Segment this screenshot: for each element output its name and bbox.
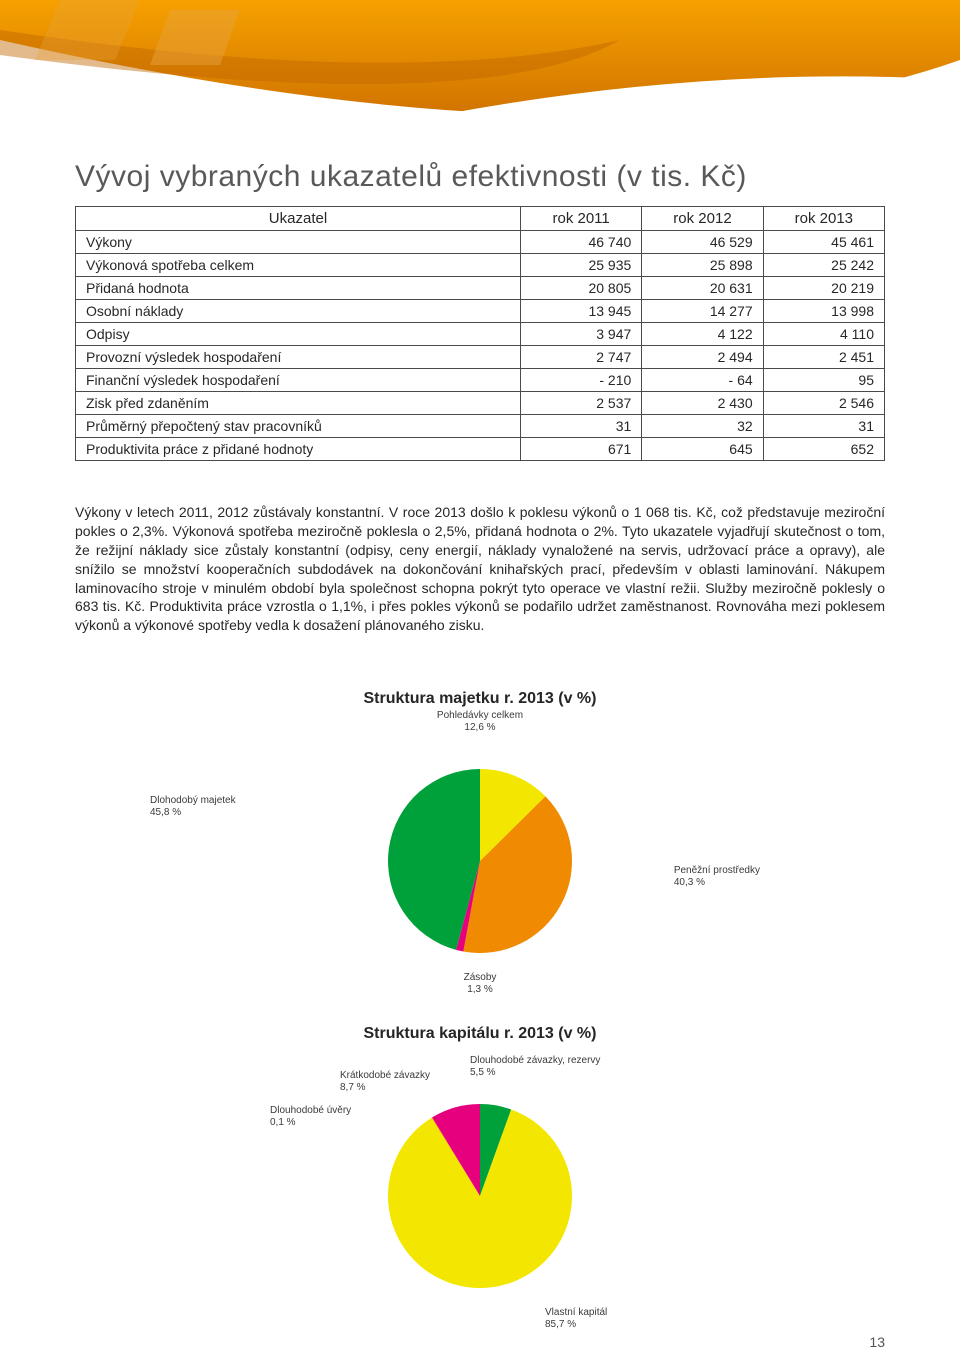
row-value: 3 947 bbox=[520, 323, 641, 346]
callout-label: Pohledávky celkem bbox=[437, 710, 523, 721]
row-label: Produktivita práce z přidané hodnoty bbox=[76, 438, 521, 461]
page-title: Vývoj vybraných ukazatelů efektivnosti (… bbox=[75, 160, 885, 194]
row-label: Přidaná hodnota bbox=[76, 277, 521, 300]
chart-callout: Krátkodobé závazky8,7 % bbox=[340, 1070, 430, 1093]
chart1-block: Struktura majetku r. 2013 (v %) Pohledáv… bbox=[75, 690, 885, 995]
row-value: 25 898 bbox=[642, 254, 763, 277]
row-value: 2 537 bbox=[520, 392, 641, 415]
row-value: 652 bbox=[763, 438, 884, 461]
row-value: 2 747 bbox=[520, 346, 641, 369]
row-label: Zisk před zdaněním bbox=[76, 392, 521, 415]
callout-pct: 0,1 % bbox=[270, 1117, 351, 1129]
row-label: Finanční výsledek hospodaření bbox=[76, 369, 521, 392]
chart-callout: Peněžní prostředky40,3 % bbox=[674, 865, 760, 888]
row-value: 31 bbox=[520, 415, 641, 438]
callout-label: Dlohodobý majetek bbox=[150, 795, 236, 806]
col-header-year: rok 2011 bbox=[520, 207, 641, 231]
table-row: Odpisy3 9474 1224 110 bbox=[76, 323, 885, 346]
callout-pct: 85,7 % bbox=[545, 1319, 607, 1331]
callout-label: Vlastní kapitál bbox=[545, 1307, 607, 1318]
chart-callout: Dlouhodobé závazky, rezervy5,5 % bbox=[470, 1055, 600, 1078]
callout-label: Peněžní prostředky bbox=[674, 865, 760, 876]
row-value: 2 546 bbox=[763, 392, 884, 415]
callout-pct: 1,3 % bbox=[464, 984, 497, 996]
row-value: 32 bbox=[642, 415, 763, 438]
row-value: 45 461 bbox=[763, 231, 884, 254]
hero-graphic bbox=[0, 0, 960, 150]
table-row: Výkonová spotřeba celkem25 93525 89825 2… bbox=[76, 254, 885, 277]
col-header-year: rok 2013 bbox=[763, 207, 884, 231]
chart1-title: Struktura majetku r. 2013 (v %) bbox=[75, 690, 885, 708]
chart1-pie: Pohledávky celkem12,6 %Peněžní prostředk… bbox=[230, 710, 730, 990]
callout-label: Krátkodobé závazky bbox=[340, 1070, 430, 1081]
table-row: Výkony46 74046 52945 461 bbox=[76, 231, 885, 254]
analysis-paragraph: Výkony v letech 2011, 2012 zůstávaly kon… bbox=[75, 503, 885, 635]
row-value: - 210 bbox=[520, 369, 641, 392]
row-label: Průměrný přepočtený stav pracovníků bbox=[76, 415, 521, 438]
page-root: Vývoj vybraných ukazatelů efektivnosti (… bbox=[0, 0, 960, 1370]
row-value: 2 430 bbox=[642, 392, 763, 415]
table-row: Osobní náklady13 94514 27713 998 bbox=[76, 300, 885, 323]
row-value: 95 bbox=[763, 369, 884, 392]
row-label: Odpisy bbox=[76, 323, 521, 346]
row-value: 4 110 bbox=[763, 323, 884, 346]
hero-banner bbox=[0, 0, 960, 150]
chart-callout: Vlastní kapitál85,7 % bbox=[545, 1307, 607, 1330]
table-row: Finanční výsledek hospodaření- 210- 6495 bbox=[76, 369, 885, 392]
row-label: Provozní výsledek hospodaření bbox=[76, 346, 521, 369]
chart2-title: Struktura kapitálu r. 2013 (v %) bbox=[75, 1025, 885, 1043]
row-label: Výkony bbox=[76, 231, 521, 254]
row-label: Osobní náklady bbox=[76, 300, 521, 323]
callout-pct: 45,8 % bbox=[150, 807, 236, 819]
chart-callout: Pohledávky celkem12,6 % bbox=[437, 710, 523, 733]
page-number: 13 bbox=[869, 1334, 885, 1350]
row-value: 645 bbox=[642, 438, 763, 461]
row-value: 13 998 bbox=[763, 300, 884, 323]
row-value: 2 494 bbox=[642, 346, 763, 369]
row-value: 31 bbox=[763, 415, 884, 438]
callout-label: Dlouhodobé úvěry bbox=[270, 1105, 351, 1116]
chart-callout: Zásoby1,3 % bbox=[464, 972, 497, 995]
row-value: 2 451 bbox=[763, 346, 884, 369]
table-row: Přidaná hodnota20 80520 63120 219 bbox=[76, 277, 885, 300]
callout-label: Zásoby bbox=[464, 972, 497, 983]
table-row: Provozní výsledek hospodaření2 7472 4942… bbox=[76, 346, 885, 369]
table-row: Průměrný přepočtený stav pracovníků31323… bbox=[76, 415, 885, 438]
chart-callout: Dlouhodobé úvěry0,1 % bbox=[270, 1105, 351, 1128]
table-row: Produktivita práce z přidané hodnoty6716… bbox=[76, 438, 885, 461]
table-row: Zisk před zdaněním2 5372 4302 546 bbox=[76, 392, 885, 415]
row-value: 20 805 bbox=[520, 277, 641, 300]
indicators-table: Ukazatelrok 2011rok 2012rok 2013 Výkony4… bbox=[75, 206, 885, 461]
row-value: - 64 bbox=[642, 369, 763, 392]
row-value: 20 219 bbox=[763, 277, 884, 300]
row-value: 671 bbox=[520, 438, 641, 461]
row-value: 4 122 bbox=[642, 323, 763, 346]
callout-pct: 8,7 % bbox=[340, 1082, 430, 1094]
chart2-pie: Dlouhodobé závazky, rezervy5,5 % Vlastní … bbox=[230, 1045, 730, 1325]
callout-pct: 40,3 % bbox=[674, 877, 760, 889]
pie-slice bbox=[388, 1110, 572, 1289]
row-value: 25 242 bbox=[763, 254, 884, 277]
row-value: 25 935 bbox=[520, 254, 641, 277]
row-value: 46 740 bbox=[520, 231, 641, 254]
callout-pct: 12,6 % bbox=[437, 722, 523, 734]
row-label: Výkonová spotřeba celkem bbox=[76, 254, 521, 277]
chart-callout: Dlohodobý majetek45,8 % bbox=[150, 795, 236, 818]
row-value: 20 631 bbox=[642, 277, 763, 300]
row-value: 14 277 bbox=[642, 300, 763, 323]
col-header-label: Ukazatel bbox=[76, 207, 521, 231]
row-value: 46 529 bbox=[642, 231, 763, 254]
col-header-year: rok 2012 bbox=[642, 207, 763, 231]
callout-pct: 5,5 % bbox=[470, 1067, 600, 1079]
chart2-block: Struktura kapitálu r. 2013 (v %) Dlouhod… bbox=[75, 1025, 885, 1330]
row-value: 13 945 bbox=[520, 300, 641, 323]
callout-label: Dlouhodobé závazky, rezervy bbox=[470, 1055, 600, 1066]
